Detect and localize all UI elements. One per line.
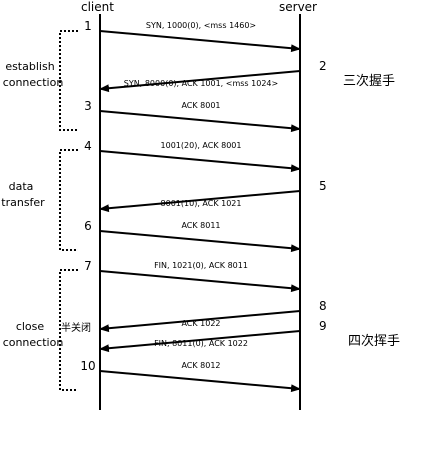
step-number-7: 7 — [84, 259, 92, 273]
step-number-5: 5 — [319, 179, 327, 193]
phase-establish-line2: connection — [3, 76, 64, 89]
message-arrow-5 — [99, 190, 301, 213]
message-label-8: ACK 1022 — [181, 319, 220, 328]
message-label-9: FIN, 8011(0), ACK 1022 — [154, 339, 248, 348]
message-label-7: FIN, 1021(0), ACK 8011 — [154, 261, 248, 270]
handshake-note: 三次握手 — [343, 73, 395, 89]
transfer-bracket — [59, 149, 78, 251]
message-arrow-10 — [99, 370, 301, 393]
step-number-3: 3 — [84, 99, 92, 113]
step-number-2: 2 — [319, 59, 327, 73]
step-number-8: 8 — [319, 299, 327, 313]
phase-establish-line1: establish — [5, 60, 54, 73]
half-close-note: 半关闭 — [61, 321, 91, 334]
message-label-6: ACK 8011 — [181, 221, 220, 230]
step-number-6: 6 — [84, 219, 92, 233]
message-label-5: 8001(10), ACK 1021 — [161, 199, 242, 208]
message-arrow-9 — [99, 330, 301, 353]
message-label-2: SYN, 8000(0), ACK 1001, <mss 1024> — [124, 79, 278, 88]
client-label: client — [81, 0, 114, 14]
step-number-1: 1 — [84, 19, 92, 33]
message-label-3: ACK 8001 — [181, 101, 220, 110]
message-arrow-6 — [99, 230, 301, 253]
server-label: server — [279, 0, 317, 14]
message-label-1: SYN, 1000(0), <mss 1460> — [146, 21, 256, 30]
message-label-4: 1001(20), ACK 8001 — [161, 141, 242, 150]
step-number-10: 10 — [80, 359, 95, 373]
message-arrow-1 — [99, 30, 301, 53]
phase-close-line1: close — [16, 320, 45, 333]
phase-transfer-line1: data — [9, 180, 34, 193]
step-number-9: 9 — [319, 319, 327, 333]
establish-bracket — [59, 30, 78, 131]
phase-close-line2: connection — [3, 336, 64, 349]
message-label-10: ACK 8012 — [181, 361, 220, 370]
message-layer: SYN, 1000(0), <mss 1460> 1 SYN, 8000(0), A… — [80, 19, 327, 393]
message-arrow-3 — [99, 110, 301, 133]
message-arrow-8 — [99, 310, 301, 333]
close-bracket — [59, 269, 78, 391]
wave-note: 四次挥手 — [348, 333, 400, 349]
step-number-4: 4 — [84, 139, 92, 153]
phase-transfer-line2: transfer — [1, 196, 45, 209]
message-arrow-2 — [99, 70, 301, 93]
message-arrow-4 — [99, 150, 301, 173]
message-arrow-7 — [99, 270, 301, 293]
